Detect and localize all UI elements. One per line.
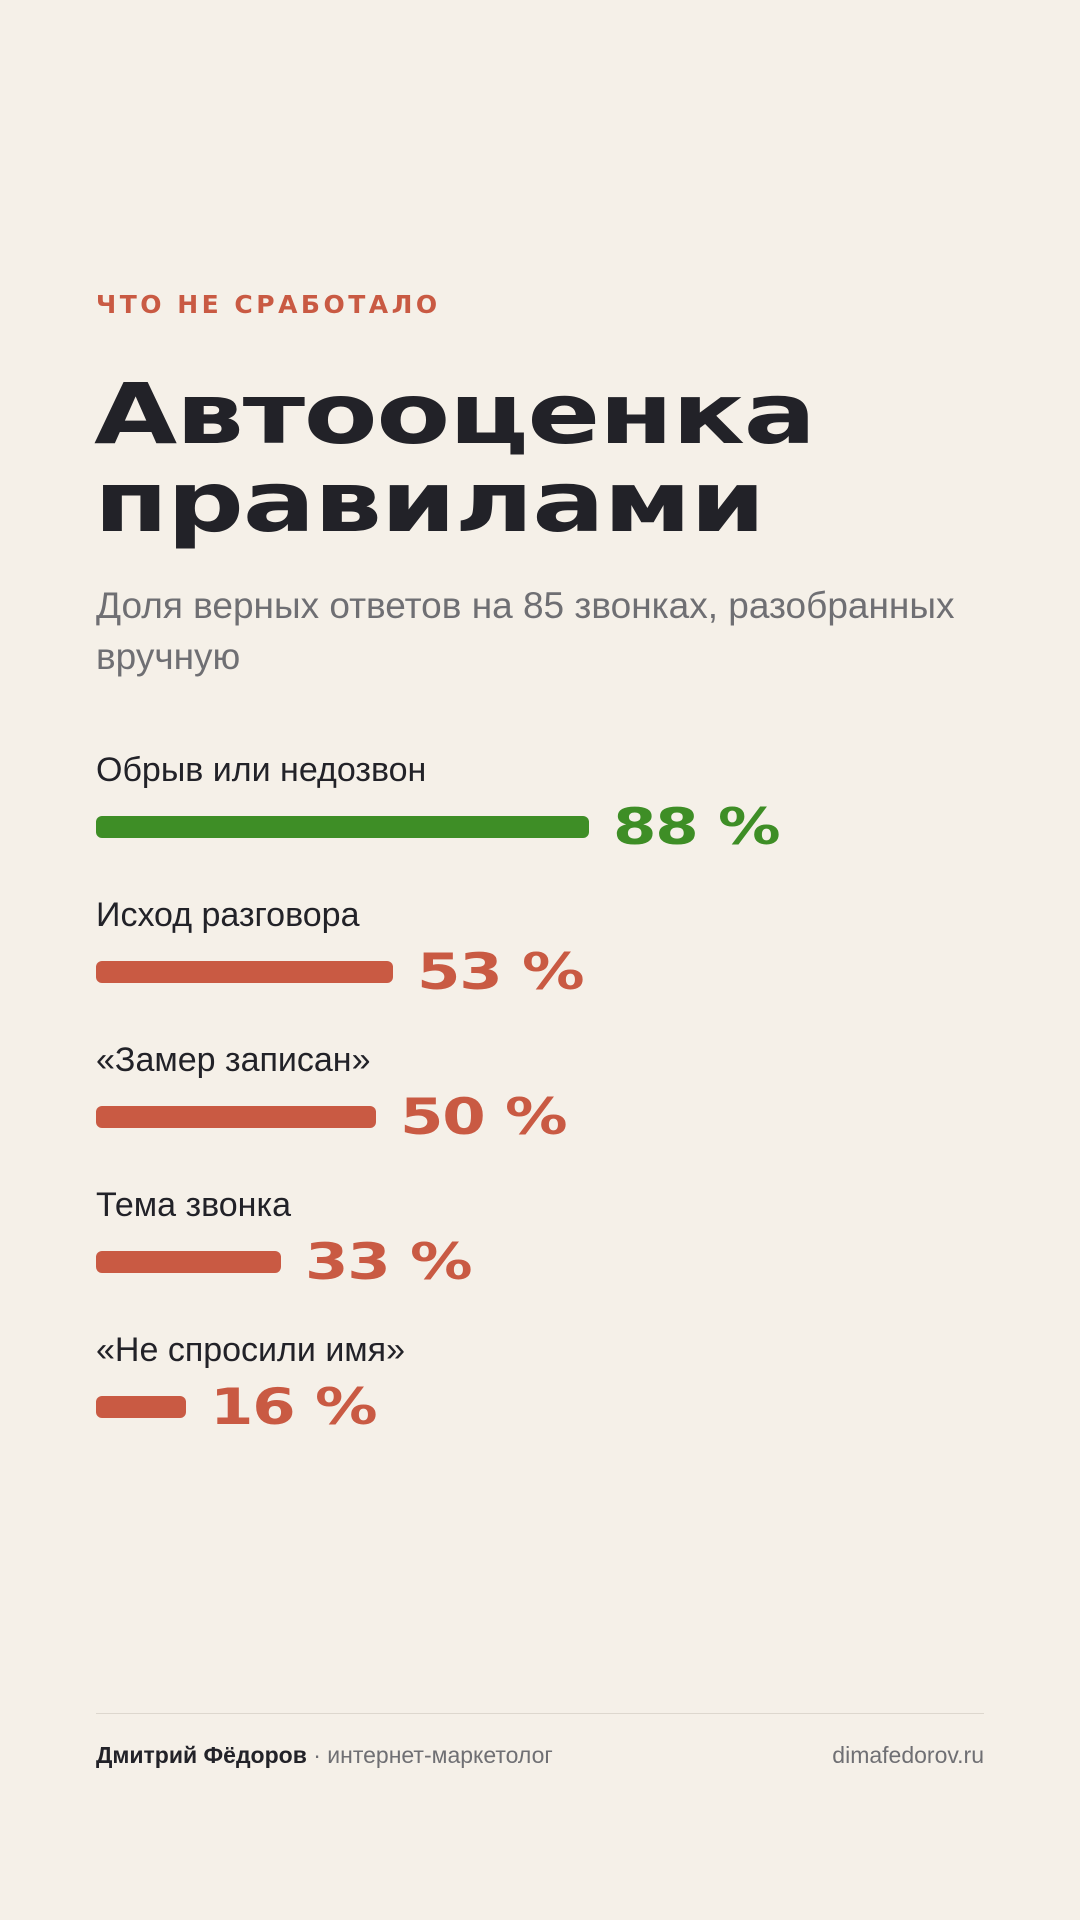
bar [96, 1106, 376, 1128]
chart-row: Тема звонка 33 % [96, 1183, 996, 1328]
bar [96, 816, 589, 838]
chart-row: Обрыв или недозвон 88 % [96, 748, 996, 893]
footer-site-link[interactable]: dimafedorov.ru [832, 1742, 984, 1768]
author-role: интернет-маркетолог [327, 1742, 553, 1768]
footer-separator: · [306, 1742, 328, 1768]
author-name: Дмитрий Фёдоров [96, 1742, 307, 1768]
bar [96, 1396, 186, 1418]
bar-category-label: Обрыв или недозвон [96, 751, 427, 789]
bar [96, 961, 393, 983]
bar-value-label: 33 % [305, 1233, 473, 1291]
page-title-line-2: правилами [94, 453, 765, 551]
bar-category-label: «Не спросили имя» [96, 1331, 406, 1369]
bar-value-label: 53 % [417, 943, 585, 1001]
chart-row: Исход разговора 53 % [96, 893, 996, 1038]
eyebrow-label: ЧТО НЕ СРАБОТАЛО [96, 290, 441, 319]
bar-value-label: 88 % [613, 798, 781, 856]
page-title: Автооценка правилами [94, 370, 1080, 546]
bar-value-label: 50 % [400, 1088, 568, 1146]
chart-row: «Не спросили имя» 16 % [96, 1328, 996, 1473]
page-subtitle: Доля верных ответов на 85 звонках, разоб… [96, 585, 955, 677]
page-title-line-1: Автооценка [94, 365, 816, 463]
bar-category-label: Тема звонка [96, 1186, 291, 1224]
footer-author: Дмитрий Фёдоров · интернет-маркетолог [96, 1740, 553, 1770]
chart-row: «Замер записан» 50 % [96, 1038, 996, 1183]
bar [96, 1251, 281, 1273]
footer-divider [96, 1713, 984, 1714]
bar-value-label: 16 % [210, 1378, 378, 1436]
bar-chart: Обрыв или недозвон 88 % Исход разговора 53 … [96, 748, 996, 1473]
bar-category-label: Исход разговора [96, 896, 360, 934]
bar-category-label: «Замер записан» [96, 1041, 371, 1079]
